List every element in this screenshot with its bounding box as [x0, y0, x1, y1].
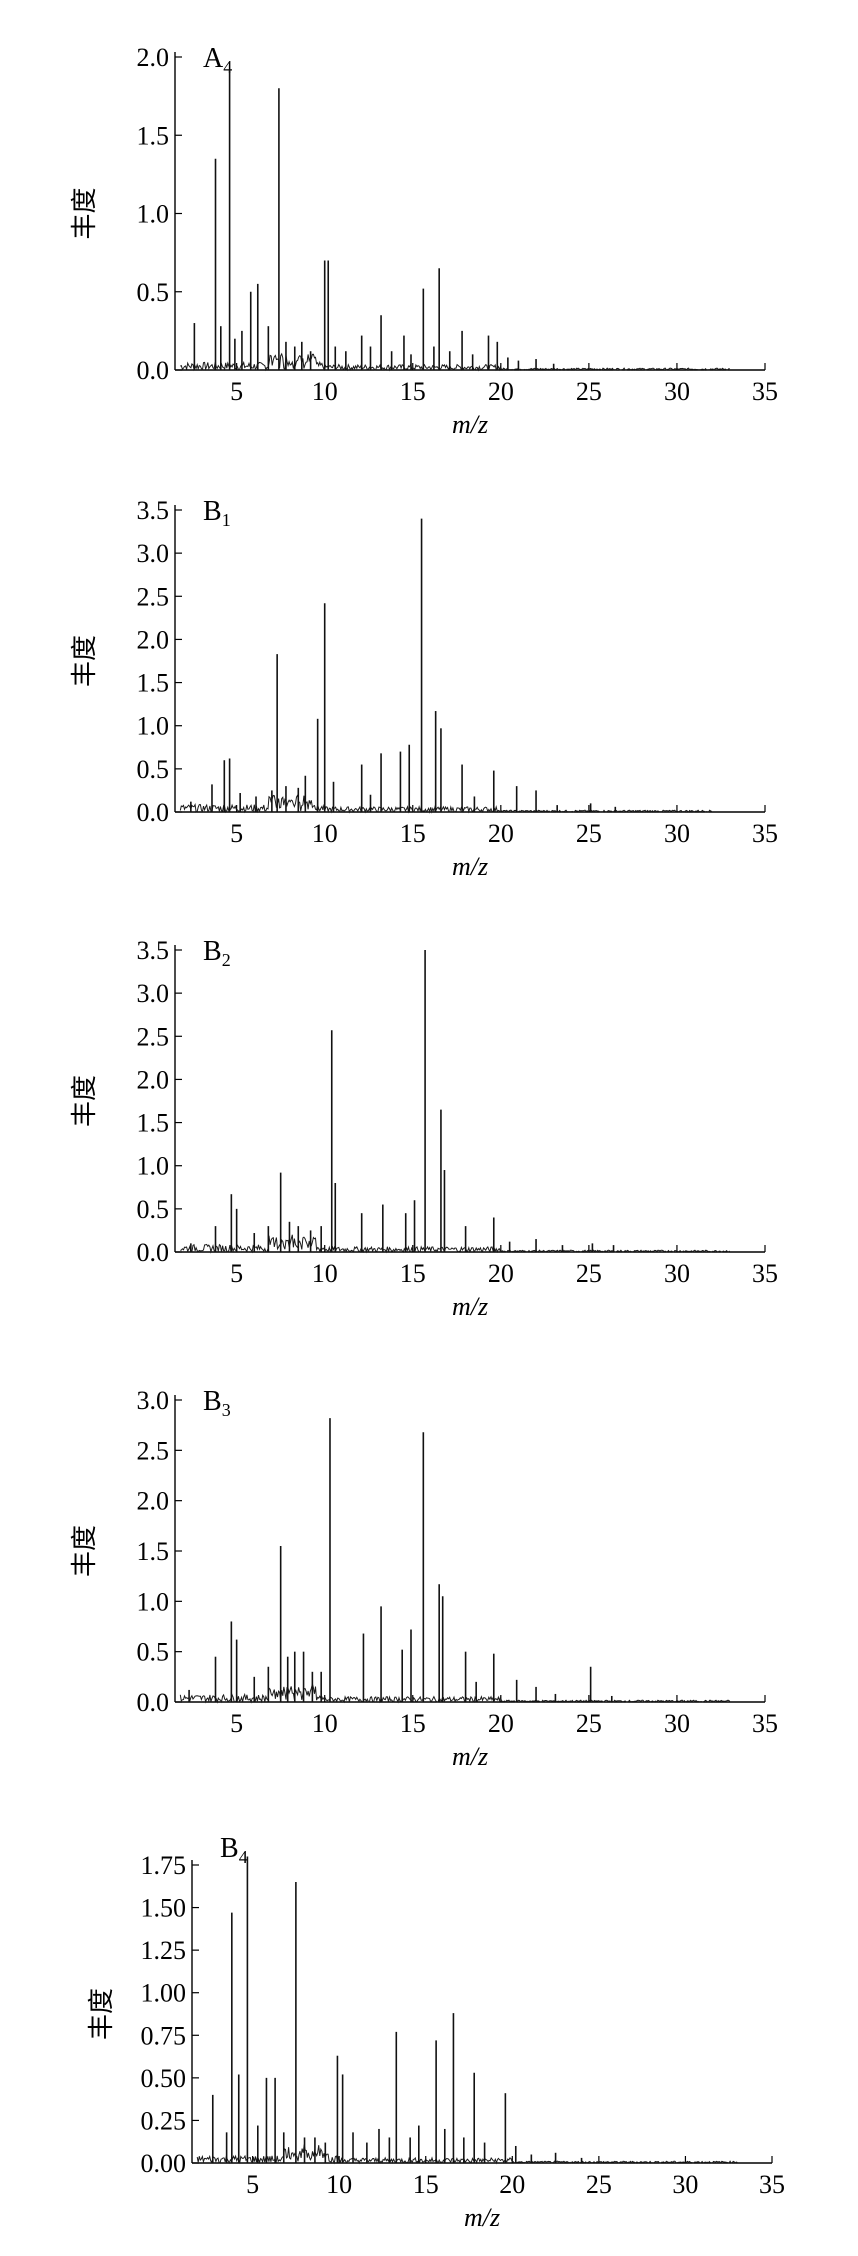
y-tick-label: 0.5: [137, 1638, 170, 1667]
y-tick-label: 0.5: [137, 1195, 170, 1224]
chart-panel-4: 0.0 0.5 1.0 1.5 2.0 2.5 3.0 5 10 15 20 25 30 35 m/z 丰度 B…: [70, 1386, 778, 1771]
y-tick-label: 0.0: [137, 356, 170, 385]
chart-panel-5: 0.00 0.25 0.50 0.75 1.00 1.25 1.50 1.75 5 10 15 20 2…: [87, 1833, 785, 2232]
y-tick-label: 3.5: [137, 496, 170, 525]
x-tick-label: 15: [400, 1259, 426, 1288]
x-tick-label: 15: [413, 2170, 439, 2199]
y-tick-label: 1.0: [137, 200, 170, 229]
x-tick-label: 15: [400, 377, 426, 406]
x-axis-title: m/z: [452, 410, 488, 439]
panel-label: B2: [203, 936, 231, 970]
y-tick-label: 0.0: [137, 1688, 170, 1717]
spectrum-baseline-trace: [180, 352, 730, 372]
y-tick-label: 0.0: [137, 798, 170, 827]
spectrum-baseline-trace: [179, 793, 712, 814]
y-tick-label: 2.5: [137, 1022, 170, 1051]
x-axis-title: m/z: [452, 1742, 488, 1771]
x-tick-label: 10: [312, 1259, 338, 1288]
y-tick-label: 3.0: [137, 539, 170, 568]
x-tick-label: 5: [246, 2170, 259, 2199]
x-tick-label: 20: [488, 1259, 514, 1288]
y-tick-label: 0.25: [141, 2106, 187, 2135]
y-tick-label: 0.00: [141, 2149, 187, 2178]
chart-panel-1: 0.0 0.5 1.0 1.5 2.0 5 10 15 20 25 30 35 m/z 丰度 A4: [70, 43, 778, 439]
y-tick-label: 0.50: [141, 2064, 187, 2093]
y-axis-title: 丰度: [70, 1525, 99, 1577]
y-tick-label: 1.5: [137, 1109, 170, 1138]
panel-label: B4: [220, 1833, 248, 1867]
x-tick-label: 20: [488, 377, 514, 406]
y-tick-label: 1.5: [137, 669, 170, 698]
x-tick-label: 5: [230, 377, 243, 406]
x-tick-label: 5: [230, 1259, 243, 1288]
x-tick-label: 25: [586, 2170, 612, 2199]
y-tick-label: 1.0: [137, 1152, 170, 1181]
y-tick-label: 2.5: [137, 1436, 170, 1465]
y-tick-label: 3.5: [137, 936, 170, 965]
x-tick-label: 35: [752, 1709, 778, 1738]
spectrum-baseline-trace: [180, 1234, 731, 1254]
x-tick-label: 15: [400, 819, 426, 848]
x-tick-label: 10: [326, 2170, 352, 2199]
x-tick-label: 15: [400, 1709, 426, 1738]
y-tick-label: 1.0: [137, 1587, 170, 1616]
x-axis-title: m/z: [464, 2203, 500, 2232]
chart-panel-2: 0.0 0.5 1.0 1.5 2.0 2.5 3.0 3.5 5 10 15 20 25 30 35 m/z…: [70, 496, 778, 881]
panel-label: A4: [203, 43, 232, 77]
x-tick-label: 20: [488, 819, 514, 848]
y-tick-label: 2.0: [137, 625, 170, 654]
y-tick-label: 1.00: [141, 1979, 187, 2008]
panel-label: B1: [203, 496, 231, 530]
y-axis-title: 丰度: [70, 1075, 99, 1127]
y-tick-label: 0.5: [137, 755, 170, 784]
y-tick-label: 0.5: [137, 278, 170, 307]
y-axis-title: 丰度: [87, 1988, 116, 2040]
x-tick-label: 30: [664, 377, 690, 406]
x-tick-label: 35: [752, 1259, 778, 1288]
y-tick-label: 2.5: [137, 582, 170, 611]
y-tick-label: 3.0: [137, 1386, 170, 1415]
y-tick-label: 1.0: [137, 712, 170, 741]
x-tick-label: 20: [499, 2170, 525, 2199]
x-tick-label: 30: [664, 819, 690, 848]
spectrum-baseline-trace: [179, 1682, 731, 1704]
spectrum-baseline-trace: [196, 2144, 738, 2165]
y-axis-title: 丰度: [70, 635, 99, 687]
x-axis-title: m/z: [452, 1292, 488, 1321]
y-tick-label: 0.0: [137, 1238, 170, 1267]
x-tick-label: 30: [664, 1709, 690, 1738]
y-tick-label: 2.0: [137, 1065, 170, 1094]
x-tick-label: 30: [664, 1259, 690, 1288]
y-tick-label: 1.50: [141, 1894, 187, 1923]
x-tick-label: 35: [752, 819, 778, 848]
x-axis-title: m/z: [452, 852, 488, 881]
x-tick-label: 25: [576, 377, 602, 406]
y-tick-label: 2.0: [137, 1487, 170, 1516]
x-tick-label: 35: [752, 377, 778, 406]
x-tick-label: 25: [576, 819, 602, 848]
x-tick-label: 5: [230, 819, 243, 848]
x-tick-label: 10: [312, 819, 338, 848]
chart-panel-3: 0.0 0.5 1.0 1.5 2.0 2.5 3.0 3.5 5 10 15 20 25 30 35 m/z…: [70, 936, 778, 1321]
y-tick-label: 1.5: [137, 1537, 170, 1566]
y-tick-label: 3.0: [137, 979, 170, 1008]
x-tick-label: 10: [312, 377, 338, 406]
y-tick-label: 1.75: [141, 1851, 187, 1880]
x-tick-label: 30: [672, 2170, 698, 2199]
y-tick-label: 0.75: [141, 2021, 187, 2050]
y-axis-title: 丰度: [70, 187, 99, 239]
y-tick-label: 2.0: [137, 43, 170, 72]
x-tick-label: 35: [759, 2170, 785, 2199]
x-tick-label: 10: [312, 1709, 338, 1738]
x-tick-label: 25: [576, 1709, 602, 1738]
y-tick-label: 1.25: [141, 1936, 187, 1965]
x-tick-label: 25: [576, 1259, 602, 1288]
x-tick-label: 5: [230, 1709, 243, 1738]
x-tick-label: 20: [488, 1709, 514, 1738]
panel-label: B3: [203, 1386, 231, 1420]
y-tick-label: 1.5: [137, 121, 170, 150]
